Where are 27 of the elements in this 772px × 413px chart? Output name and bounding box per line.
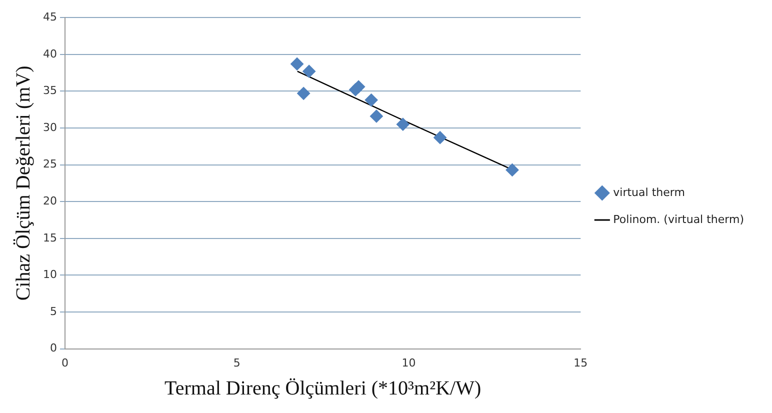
y-tick-label: 25 [42,158,57,171]
y-tick-label: 40 [42,47,57,60]
legend-label: virtual therm [613,186,685,199]
y-tick-label: 45 [42,10,57,24]
point [297,86,310,100]
y-tick-label: 10 [42,268,57,282]
x-tick-label: 0 [61,356,68,370]
x-tick-label: 15 [574,356,588,370]
y-tick-label: 20 [42,194,57,208]
point [370,110,383,123]
point [352,80,366,94]
point [434,131,447,144]
point [506,163,519,176]
x-tick-label: 10 [402,356,416,370]
point [396,118,410,131]
point [364,94,378,107]
point [290,57,304,70]
y-tick-label: 35 [42,84,57,98]
y-tick-label: 5 [50,304,57,318]
y-axis-title: Cihaz Ölçüm Değerleri (mV) [12,66,34,301]
x-axis-title: Termal Direnç Ölçümleri (*10³m²K/W) [164,377,482,400]
legend-label: Polinom. (virtual therm) [613,212,744,226]
y-tick-label: 0 [50,342,57,355]
point [302,64,316,78]
x-tick-label: 5 [233,356,240,370]
y-tick-label: 30 [42,120,57,134]
y-tick-label: 15 [42,231,57,244]
